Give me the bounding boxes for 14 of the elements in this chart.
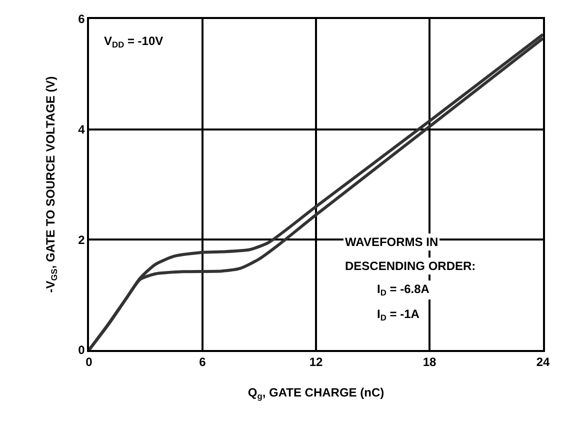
x-tick-label: 6 xyxy=(199,355,206,370)
annotation: DESCENDING ORDER: xyxy=(345,259,476,273)
annotation: V$_{DD}$ = -10V xyxy=(104,34,164,50)
x-tick-label: 12 xyxy=(309,355,323,370)
y-tick-label: 6 xyxy=(78,12,86,26)
y-tick-label: 4 xyxy=(78,122,86,137)
y-tick-label: 0 xyxy=(78,343,86,358)
y-tick-label: 2 xyxy=(78,232,86,247)
x-tick-label: 18 xyxy=(422,355,436,370)
x-tick-label: 24 xyxy=(536,355,550,370)
annotation: WAVEFORMS IN xyxy=(345,235,438,249)
annotation: I$_{D}$ = -1A xyxy=(377,307,420,323)
x-axis-title: Q$_{g}$, GATE CHARGE (nC) xyxy=(248,386,384,402)
annotation: I$_{D}$ = -6.8A xyxy=(377,282,430,298)
